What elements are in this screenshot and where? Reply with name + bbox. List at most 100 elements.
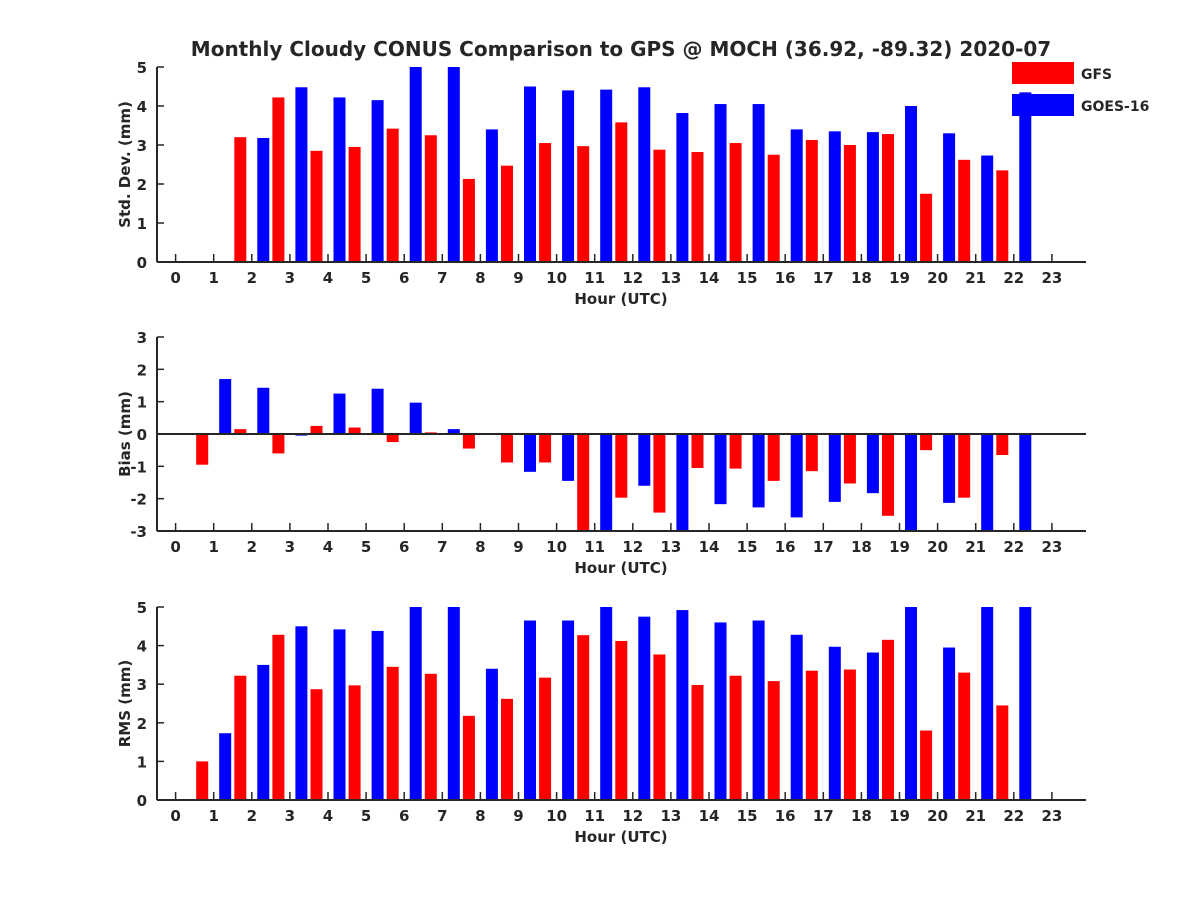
stddev-bar-gfs-15	[729, 143, 742, 262]
stddev-xtick-label: 3	[285, 269, 295, 287]
stddev-bar-gfs-20	[920, 193, 933, 262]
rms-xtick-label: 23	[1041, 807, 1062, 825]
bias-bar-goes16-11	[600, 434, 613, 531]
stddev-xtick-label: 15	[737, 269, 758, 287]
rms-xtick-label: 17	[813, 807, 834, 825]
stddev-bar-goes16-17	[828, 131, 841, 262]
stddev-bar-goes16-2	[257, 137, 270, 262]
rms-xtick-label: 1	[208, 807, 218, 825]
bias-bar-goes16-22	[1019, 434, 1032, 531]
rms-xtick-label: 8	[475, 807, 485, 825]
bias-bar-gfs-5	[348, 427, 361, 434]
bias-bar-gfs-12	[615, 434, 628, 498]
rms-bar-goes16-13	[676, 610, 689, 800]
stddev-bar-gfs-11	[577, 146, 590, 262]
rms-bar-gfs-8	[462, 715, 475, 800]
stddev-bar-gfs-4	[310, 150, 323, 262]
rms-xlabel: Hour (UTC)	[574, 828, 667, 846]
bias-bar-gfs-8	[462, 434, 475, 449]
rms-bar-gfs-9	[501, 698, 513, 800]
bias-bar-gfs-20	[920, 434, 933, 451]
rms-xtick-label: 4	[323, 807, 333, 825]
rms-bar-goes16-12	[638, 616, 651, 800]
stddev-xtick-label: 2	[247, 269, 257, 287]
stddev-bar-gfs-18	[843, 145, 856, 262]
bias-xtick-label: 10	[546, 538, 567, 556]
rms-xtick-label: 16	[775, 807, 796, 825]
rms-bar-gfs-20	[920, 730, 933, 800]
rms-xtick-label: 10	[546, 807, 567, 825]
stddev-bar-goes16-13	[676, 113, 689, 263]
bias-bar-gfs-15	[729, 434, 742, 469]
bias-bar-gfs-10	[539, 434, 552, 463]
stddev-xtick-label: 9	[513, 269, 523, 287]
rms-bar-gfs-15	[729, 675, 742, 800]
stddev-ylabel: Std. Dev. (mm)	[116, 101, 134, 228]
rms-bar-goes16-14	[714, 622, 727, 800]
rms-bar-goes16-7	[447, 607, 460, 800]
rms-bar-gfs-22	[996, 705, 1009, 800]
stddev-xtick-label: 21	[965, 269, 986, 287]
stddev-bar-goes16-11	[600, 89, 613, 263]
rms-xtick-label: 19	[889, 807, 910, 825]
rms-xtick-label: 11	[584, 807, 605, 825]
bias-xtick-label: 8	[475, 538, 485, 556]
stddev-bar-gfs-22	[996, 170, 1009, 262]
rms-bar-gfs-10	[539, 677, 552, 800]
bias-xtick-label: 3	[285, 538, 295, 556]
bias-bar-goes16-19	[905, 434, 917, 531]
stddev-xtick-label: 8	[475, 269, 485, 287]
rms-xtick-label: 6	[399, 807, 409, 825]
stddev-xtick-label: 7	[437, 269, 447, 287]
rms-xtick-label: 12	[622, 807, 643, 825]
rms-xtick-label: 18	[851, 807, 872, 825]
stddev-bar-gfs-21	[958, 159, 971, 262]
stddev-ytick-label: 0	[137, 254, 147, 272]
bias-xtick-label: 22	[1003, 538, 1024, 556]
bias-xtick-label: 23	[1041, 538, 1062, 556]
rms-ytick-label: 4	[137, 638, 147, 656]
stddev-bar-gfs-14	[691, 152, 704, 262]
stddev-bar-gfs-13	[653, 149, 666, 262]
stddev-xtick-label: 19	[889, 269, 910, 287]
bias-bar-gfs-4	[310, 425, 323, 434]
rms-bar-gfs-4	[310, 689, 323, 800]
stddev-bar-goes16-7	[447, 67, 460, 262]
bias-xtick-label: 13	[660, 538, 681, 556]
rms-xtick-label: 20	[927, 807, 948, 825]
rms-ytick-label: 2	[137, 715, 147, 733]
rms-xtick-label: 14	[699, 807, 720, 825]
stddev-bar-goes16-16	[790, 129, 803, 262]
rms-bar-goes16-11	[600, 607, 613, 800]
bias-bar-gfs-3	[272, 434, 285, 454]
stddev-bar-goes16-22	[1019, 92, 1032, 262]
stddev-xtick-label: 14	[699, 269, 720, 287]
rms-bar-goes16-17	[828, 646, 841, 800]
stddev-bar-gfs-7	[424, 135, 437, 262]
bias-xtick-label: 9	[513, 538, 523, 556]
rms-bar-goes16-4	[333, 629, 346, 800]
bias-bar-goes16-6	[409, 402, 422, 434]
bias-bar-goes16-15	[752, 434, 765, 508]
stddev-bar-gfs-5	[348, 146, 361, 262]
rms-bar-goes16-15	[752, 620, 765, 800]
stddev-bar-gfs-9	[501, 165, 513, 262]
stddev-bar-goes16-21	[981, 155, 994, 262]
stddev-bar-goes16-14	[714, 104, 727, 262]
bias-ytick-label: 3	[137, 329, 147, 347]
chart-title: Monthly Cloudy CONUS Comparison to GPS @…	[191, 37, 1051, 61]
rms-xtick-label: 7	[437, 807, 447, 825]
stddev-bar-goes16-10	[562, 90, 575, 263]
bias-bar-goes16-14	[714, 434, 727, 505]
legend-label-gfs: GFS	[1081, 67, 1112, 83]
rms-bar-gfs-3	[272, 634, 285, 800]
bias-bar-goes16-9	[524, 434, 536, 472]
stddev-bar-goes16-4	[333, 97, 346, 262]
bias-bar-gfs-9	[501, 434, 513, 463]
stddev-bar-goes16-3	[295, 87, 308, 262]
rms-bar-goes16-10	[562, 620, 575, 800]
rms-bar-goes16-20	[943, 647, 956, 800]
bias-xtick-label: 0	[170, 538, 180, 556]
